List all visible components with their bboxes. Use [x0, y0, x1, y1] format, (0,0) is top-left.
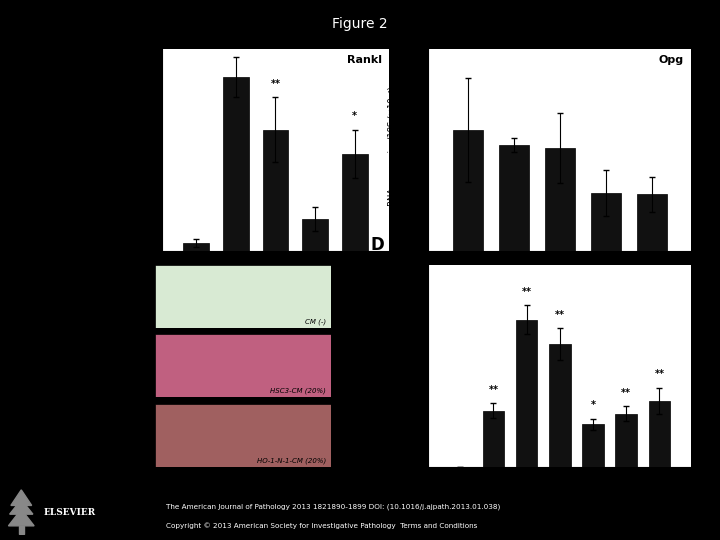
Text: 20: 20	[654, 498, 664, 508]
Text: Figure 2: Figure 2	[332, 17, 388, 31]
Text: HSC3 (%): HSC3 (%)	[442, 485, 478, 494]
Bar	[499, 145, 528, 251]
Bar	[302, 219, 328, 251]
Text: 0: 0	[458, 498, 463, 508]
Text: *: *	[590, 400, 595, 410]
Bar	[263, 130, 288, 251]
Text: 5: 5	[590, 498, 595, 508]
Text: 5: 5	[491, 485, 496, 494]
Text: 10: 10	[310, 282, 320, 292]
Text: 20: 20	[647, 282, 657, 292]
Text: **: **	[271, 79, 280, 89]
Text: Opg: Opg	[658, 55, 683, 65]
Text: **: **	[621, 388, 631, 399]
Text: HO-1-N-1 (%): HO-1-N-1 (%)	[174, 282, 225, 292]
Text: *: *	[352, 111, 357, 122]
Polygon shape	[9, 500, 33, 514]
Text: 20: 20	[350, 282, 359, 292]
Bar	[482, 411, 504, 467]
Bar	[453, 130, 483, 251]
Text: 0: 0	[624, 485, 629, 494]
Text: 0: 0	[273, 282, 278, 292]
Text: Rankl: Rankl	[347, 55, 382, 65]
Text: 0: 0	[524, 498, 529, 508]
Bar	[636, 194, 667, 251]
Text: ELSEVIER: ELSEVIER	[44, 508, 96, 517]
Text: **: **	[521, 287, 531, 297]
Text: Copyright © 2013 American Society for Investigative Pathology  Terms and Conditi: Copyright © 2013 American Society for In…	[166, 523, 477, 529]
Text: The American Journal of Pathology 2013 1821890-1899 DOI: (10.1016/j.ajpath.2013.: The American Journal of Pathology 2013 1…	[166, 504, 500, 510]
Text: 0: 0	[657, 485, 662, 494]
Text: HSC3-CM (20%): HSC3-CM (20%)	[270, 388, 326, 394]
Bar	[516, 320, 537, 467]
Y-axis label: No. of TRAP(+) MNCs: No. of TRAP(+) MNCs	[393, 321, 402, 410]
Text: 10: 10	[522, 485, 531, 494]
Text: 0: 0	[465, 269, 470, 278]
Text: 0: 0	[603, 269, 608, 278]
Bar	[582, 424, 604, 467]
Bar	[649, 401, 670, 467]
Bar	[545, 148, 575, 251]
Text: 0: 0	[590, 485, 595, 494]
Text: 10: 10	[509, 269, 518, 278]
Text: HO-1-N-1 (%): HO-1-N-1 (%)	[442, 498, 493, 508]
Text: D: D	[371, 237, 384, 254]
Bar	[591, 193, 621, 251]
Bar	[616, 414, 637, 467]
Text: A: A	[112, 21, 125, 38]
Bar	[549, 344, 570, 467]
Text: **: **	[488, 386, 498, 395]
Text: HSC3 (%): HSC3 (%)	[443, 269, 479, 278]
Bar	[183, 243, 209, 251]
Text: HO-1-N-1-CM (20%): HO-1-N-1-CM (20%)	[256, 457, 326, 464]
Text: 20: 20	[555, 485, 564, 494]
Bar	[223, 77, 248, 251]
Text: 0: 0	[233, 282, 238, 292]
Text: HSC3 (%): HSC3 (%)	[174, 269, 210, 278]
Text: 10: 10	[231, 269, 240, 278]
Text: CM (-): CM (-)	[305, 318, 326, 325]
Text: 10: 10	[621, 498, 631, 508]
Bar	[342, 154, 368, 251]
Text: HO-1-N-1 (%): HO-1-N-1 (%)	[443, 282, 493, 292]
Text: 0: 0	[312, 269, 318, 278]
Text: 0: 0	[649, 269, 654, 278]
Text: 20: 20	[555, 269, 564, 278]
Text: 0: 0	[352, 269, 357, 278]
Text: 10: 10	[601, 282, 611, 292]
Text: 20: 20	[271, 269, 280, 278]
Text: 0: 0	[511, 282, 516, 292]
Text: C: C	[143, 39, 155, 57]
Bar	[19, 526, 24, 534]
Text: 0: 0	[465, 282, 470, 292]
Y-axis label: mRNA expression/18S (×10⁻⁴): mRNA expression/18S (×10⁻⁴)	[388, 86, 397, 214]
Text: 0: 0	[194, 269, 199, 278]
Text: 0: 0	[557, 282, 562, 292]
Text: 0: 0	[557, 498, 562, 508]
Text: 0: 0	[194, 282, 199, 292]
Text: B: B	[371, 21, 383, 38]
Text: 0: 0	[458, 485, 463, 494]
Text: 0: 0	[491, 498, 496, 508]
Y-axis label: mRNA expression/18S (×10⁻⁴): mRNA expression/18S (×10⁻⁴)	[132, 86, 141, 214]
Text: **: **	[654, 369, 665, 380]
Polygon shape	[9, 509, 34, 526]
Text: **: **	[230, 38, 240, 49]
Text: **: **	[555, 310, 564, 320]
Polygon shape	[11, 490, 32, 505]
